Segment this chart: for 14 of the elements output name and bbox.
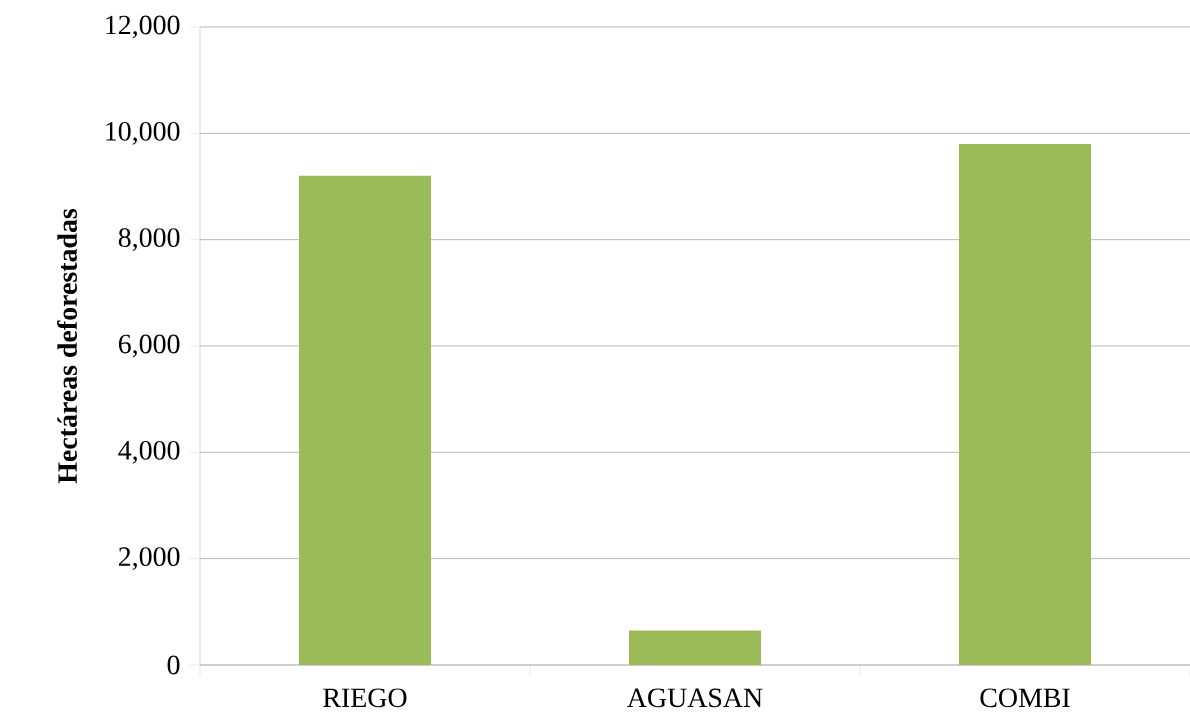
x-tick-label: RIEGO: [323, 688, 407, 708]
y-tick-label: 6,000: [118, 334, 180, 358]
y-tick-label: 2,000: [118, 547, 180, 571]
y-tick-label: 10,000: [106, 121, 180, 145]
bar: [629, 630, 761, 665]
x-tick-label: AGUASAN: [627, 688, 763, 708]
y-axis-title: Hectáreas deforestadas: [57, 208, 77, 484]
y-tick-label: 12,000: [106, 15, 180, 39]
x-tick-label: COMBI: [980, 688, 1070, 708]
bar: [299, 175, 431, 665]
y-tick-label: 4,000: [118, 440, 180, 464]
bar: [959, 143, 1092, 665]
y-tick-label: 0: [167, 655, 180, 675]
y-tick-label: 8,000: [118, 228, 180, 252]
